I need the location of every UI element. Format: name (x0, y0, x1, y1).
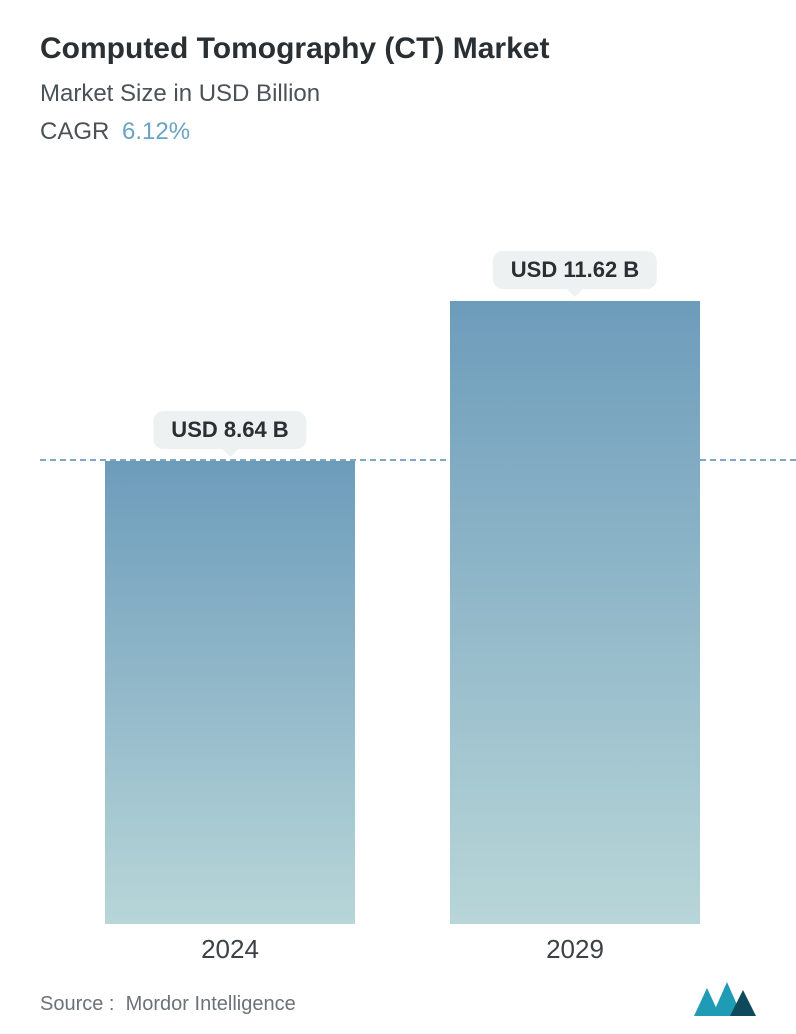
chart-title: Computed Tomography (CT) Market (40, 32, 756, 66)
value-label: USD 8.64 B (153, 411, 306, 449)
x-axis-labels: 2024 2029 (0, 934, 796, 974)
x-axis-label: 2029 (450, 934, 700, 965)
cagr-label: CAGR (40, 118, 109, 145)
cagr-value: 6.12% (122, 118, 190, 145)
bar-2024: USD 8.64 B (105, 461, 355, 924)
source-name: Mordor Intelligence (126, 993, 296, 1015)
value-label: USD 11.62 B (493, 251, 657, 289)
chart-header: Computed Tomography (CT) Market Market S… (0, 0, 796, 146)
source-label: Source : (40, 993, 114, 1015)
source-attribution: Source : Mordor Intelligence (40, 993, 296, 1016)
bar-fill (450, 301, 700, 924)
bar-fill (105, 461, 355, 924)
cagr-line: CAGR 6.12% (40, 118, 756, 146)
chart-footer: Source : Mordor Intelligence (40, 982, 756, 1016)
chart-subtitle: Market Size in USD Billion (40, 80, 756, 108)
brand-logo-icon (694, 982, 756, 1016)
bar-2029: USD 11.62 B (450, 301, 700, 924)
x-axis-label: 2024 (105, 934, 355, 965)
chart-plot-area: USD 8.64 B USD 11.62 B (0, 200, 796, 924)
